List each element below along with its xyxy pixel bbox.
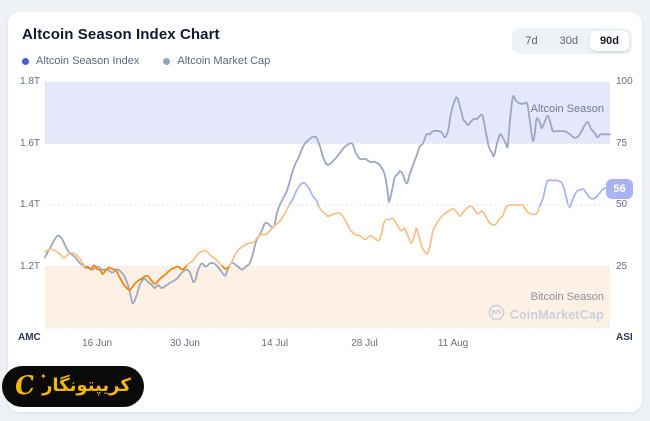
- season-index-line-segment: [186, 249, 224, 268]
- coinmarketcap-logo-icon: [488, 304, 505, 326]
- right-axis-title: ASI: [616, 332, 633, 343]
- axis-tick-label: 11 Aug: [437, 338, 469, 349]
- season-index-line-segment: [221, 265, 230, 270]
- page-title: Altcoin Season Index Chart: [22, 26, 220, 43]
- range-selector: 7d 30d 90d: [512, 28, 632, 54]
- season-index-line-segment: [228, 202, 291, 268]
- legend-item-altcoin-market-cap[interactable]: Altcoin Market Cap: [163, 55, 270, 67]
- season-index-line-segment: [84, 264, 188, 291]
- axis-tick-label: 14 Jul: [261, 338, 289, 349]
- altcoin-season-zone-label: Altcoin Season: [530, 103, 604, 115]
- axis-tick-label: 50: [616, 199, 628, 210]
- season-index-line-segment: [568, 186, 611, 209]
- legend: Altcoin Season Index Altcoin Market Cap: [22, 55, 270, 67]
- legend-dot-index: [22, 57, 29, 65]
- season-index-line-segment: [317, 203, 541, 255]
- axis-tick-label: 16 Jun: [82, 338, 113, 349]
- watermark-text: CoinMarketCap: [509, 308, 604, 322]
- left-axis-title: AMC: [18, 332, 41, 343]
- legend-label-index: Altcoin Season Index: [36, 55, 140, 67]
- chart-card: [8, 12, 642, 412]
- axis-tick-label: 1.8T: [19, 76, 40, 87]
- current-index-badge: 56: [606, 179, 633, 199]
- axis-tick-label: 25: [616, 260, 628, 272]
- altcoin-season-band: [45, 82, 610, 144]
- season-index-line-segment: [288, 181, 320, 208]
- axis-tick-label: 1.2T: [19, 260, 40, 272]
- legend-item-altcoin-season-index[interactable]: Altcoin Season Index: [22, 55, 139, 67]
- axis-tick-label: 75: [616, 137, 628, 149]
- cryptonegar-brand-logo[interactable]: C ✦ کریپتونگار: [2, 366, 144, 407]
- coinmarketcap-watermark: CoinMarketCap: [488, 304, 604, 326]
- brand-text: کریپتونگار: [42, 375, 131, 396]
- brand-c-icon: C: [13, 369, 37, 402]
- bitcoin-season-zone-label: Bitcoin Season: [530, 291, 604, 303]
- season-index-line-segment: [538, 179, 569, 208]
- axis-tick-label: 1.4T: [19, 199, 40, 210]
- legend-label-market-cap: Altcoin Market Cap: [177, 55, 271, 67]
- range-30d-button[interactable]: 30d: [550, 31, 588, 51]
- season-index-line-segment: [44, 248, 87, 269]
- bitcoin-season-band: [45, 266, 610, 328]
- axis-tick-label: 100: [616, 76, 633, 87]
- range-7d-button[interactable]: 7d: [515, 31, 547, 51]
- brand-sparkle-icon: ✦: [40, 372, 47, 381]
- axis-tick-label: 1.6T: [19, 137, 40, 149]
- range-90d-button[interactable]: 90d: [590, 31, 629, 51]
- axis-tick-label: 28 Jul: [351, 338, 378, 349]
- axis-tick-label: 30 Jun: [169, 338, 200, 349]
- legend-dot-market-cap: [163, 57, 171, 65]
- market-cap-line: [44, 95, 611, 305]
